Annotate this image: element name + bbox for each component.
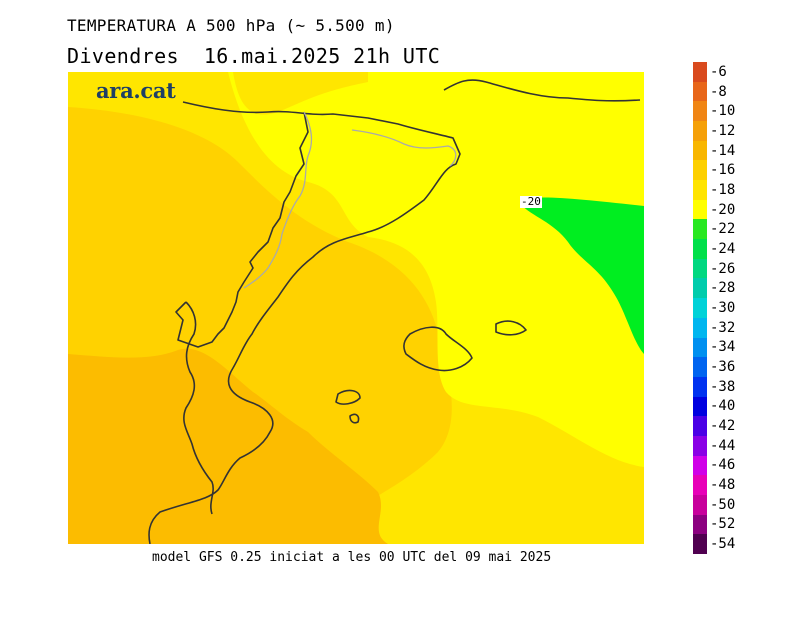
ara-cat-logo: ara.cat: [96, 78, 176, 103]
color-scale-label: -52: [710, 516, 736, 533]
color-scale-segment: [693, 121, 707, 142]
color-scale-label: -44: [710, 437, 736, 454]
formentera: [349, 413, 360, 424]
color-scale-segment: [693, 62, 707, 83]
color-scale-segment: [693, 435, 707, 457]
color-scale-label: -28: [710, 280, 736, 297]
color-scale-label: -18: [710, 181, 736, 198]
coastline-iberia-west: [183, 301, 214, 515]
color-scale-segment: [693, 376, 707, 398]
color-scale-label: -10: [710, 103, 736, 120]
coastline-france: [148, 101, 461, 544]
color-scale-label: -34: [710, 339, 736, 356]
color-scale-segment: [693, 494, 707, 516]
color-scale-label: -12: [710, 122, 736, 139]
coastline-pyrenees: [175, 111, 309, 348]
mallorca: [403, 326, 473, 372]
color-scale-label: -38: [710, 378, 736, 395]
ibiza: [335, 389, 361, 405]
color-scale-label: -50: [710, 496, 736, 513]
temp-band-20-18: [228, 72, 644, 467]
color-scale-segment: [693, 416, 707, 437]
color-scale-label: -6: [710, 63, 727, 80]
border-andorra-france: [243, 111, 313, 289]
color-scale-label: -14: [710, 142, 736, 159]
color-scale-bar: [693, 62, 707, 555]
color-scale-segment: [693, 475, 707, 496]
color-scale-label: -8: [710, 83, 727, 100]
color-scale-segment: [693, 219, 707, 240]
color-scale-label: -30: [710, 300, 736, 316]
menorca: [495, 320, 527, 336]
color-scale-label: -48: [710, 477, 736, 494]
temperature-map: [68, 72, 644, 544]
temp-band-14-12: [68, 348, 388, 544]
temp-band-18-16-north: [233, 72, 368, 115]
map-title: TEMPERATURA A 500 hPa (~ 5.500 m): [67, 16, 395, 35]
valid-time: Divendres 16.mai.2025 21h UTC: [67, 44, 441, 68]
color-scale-segment: [693, 396, 707, 417]
color-scale-segment: [693, 140, 707, 161]
color-scale-label: -26: [710, 260, 736, 277]
color-scale-segment: [693, 199, 707, 220]
temp-band-below-20: [520, 197, 644, 354]
color-scale-label: -32: [710, 319, 736, 336]
coastline-north: [443, 79, 641, 102]
color-scale-segment: [693, 180, 707, 201]
contour-label-minus-20: -20: [520, 195, 542, 208]
color-scale-segment: [693, 298, 707, 319]
color-scale-segment: [693, 101, 707, 122]
model-info: model GFS 0.25 iniciat a les 00 UTC del …: [152, 550, 552, 565]
border-pyrenees-east: [351, 129, 457, 167]
color-scale-label: -46: [710, 457, 736, 474]
color-scale-label: -36: [710, 359, 736, 376]
color-scale-segment: [693, 317, 707, 338]
color-scale-segment: [693, 337, 707, 358]
color-scale-segment: [693, 278, 707, 299]
color-scale-segment: [693, 455, 707, 476]
color-scale-label: -16: [710, 162, 736, 179]
color-scale-label: -54: [710, 536, 736, 553]
color-scale-label: -42: [710, 418, 736, 435]
color-scale-label: -40: [710, 398, 736, 415]
color-scale-segment: [693, 81, 707, 102]
color-scale-segment: [693, 357, 707, 378]
color-scale-label: -24: [710, 240, 736, 257]
color-scale-label: -20: [710, 201, 736, 218]
color-scale-label: -22: [710, 221, 736, 238]
color-scale-segment: [693, 514, 707, 535]
color-scale-segment: [693, 534, 707, 555]
color-scale-segment: [693, 160, 707, 181]
color-scale-segment: [693, 239, 707, 260]
color-scale-segment: [693, 258, 707, 279]
